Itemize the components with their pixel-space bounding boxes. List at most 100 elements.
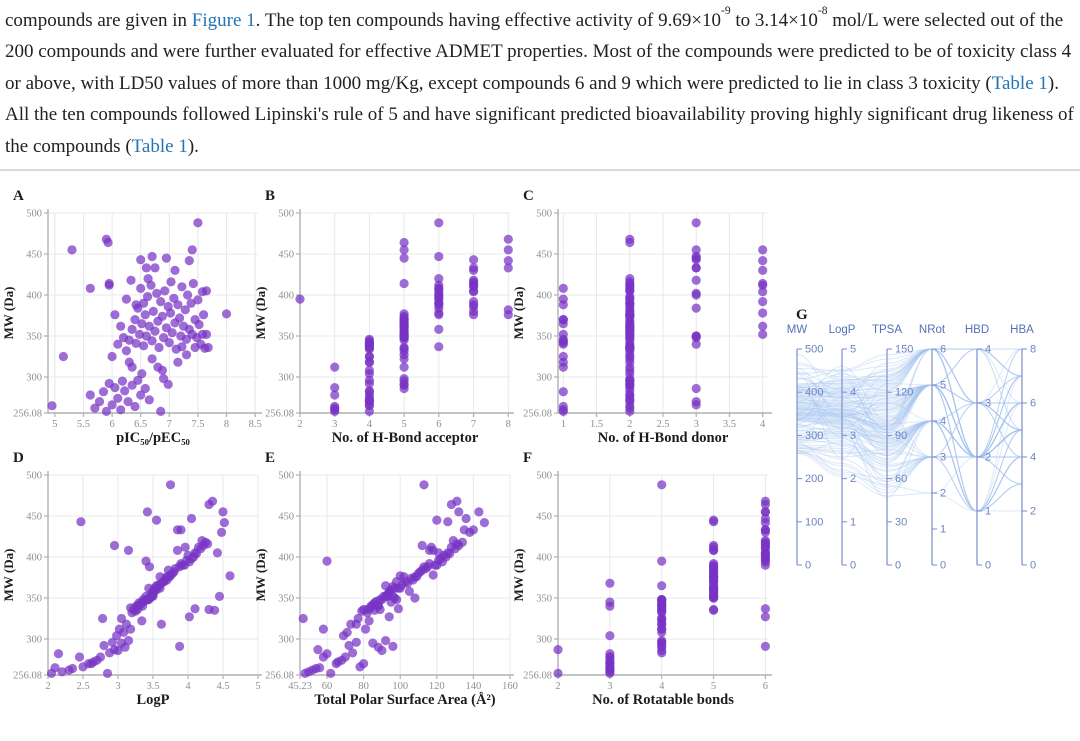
svg-text:256.08: 256.08 xyxy=(523,671,552,682)
svg-text:5: 5 xyxy=(402,419,407,430)
parallel-axis-title: NRot xyxy=(919,324,946,336)
svg-text:2: 2 xyxy=(1030,506,1036,518)
y-axis-title: MW (Da) xyxy=(1,549,16,602)
svg-text:256.08: 256.08 xyxy=(265,409,294,420)
parallel-axis-title: TPSA xyxy=(872,324,902,336)
svg-text:4: 4 xyxy=(985,344,991,356)
svg-text:400: 400 xyxy=(536,291,552,302)
panel-G-parallel-coordinates: 0100200300400500MW012345LogP030609012015… xyxy=(787,307,1036,572)
y-axis-title: MW (Da) xyxy=(1,287,16,340)
parallel-axis-title: MW xyxy=(787,324,808,336)
svg-text:400: 400 xyxy=(278,291,294,302)
svg-text:8: 8 xyxy=(224,419,229,430)
svg-text:7.5: 7.5 xyxy=(191,419,204,430)
svg-text:0: 0 xyxy=(1030,560,1036,572)
svg-text:8.5: 8.5 xyxy=(249,419,262,430)
svg-text:450: 450 xyxy=(26,250,42,261)
section-divider xyxy=(0,169,1080,172)
svg-text:2: 2 xyxy=(985,452,991,464)
svg-text:300: 300 xyxy=(278,635,294,646)
svg-text:500: 500 xyxy=(536,209,552,220)
svg-text:256.08: 256.08 xyxy=(523,409,552,420)
paragraph-text: compounds are given in xyxy=(5,10,192,31)
x-axis-title: pIC₅₀/pEC₅₀ xyxy=(116,430,190,446)
svg-text:2: 2 xyxy=(940,488,946,500)
svg-text:256.08: 256.08 xyxy=(13,409,42,420)
svg-text:2.5: 2.5 xyxy=(656,419,669,430)
svg-text:5: 5 xyxy=(940,380,946,392)
svg-text:4: 4 xyxy=(185,681,191,692)
svg-text:4: 4 xyxy=(1030,452,1036,464)
svg-text:2: 2 xyxy=(627,419,632,430)
svg-text:300: 300 xyxy=(26,373,42,384)
panel-F-scatter-nrot-vs-mw: 2 3 4 5 6 256.08 300 350 400 450 500 F No. of Rotata… xyxy=(511,450,772,708)
svg-text:450: 450 xyxy=(278,512,294,523)
svg-text:200: 200 xyxy=(805,473,823,485)
inline-link[interactable]: Table 1 xyxy=(131,135,188,157)
svg-text:45.23: 45.23 xyxy=(288,681,312,692)
svg-text:80: 80 xyxy=(358,681,369,692)
svg-text:1: 1 xyxy=(561,419,566,430)
svg-text:450: 450 xyxy=(536,250,552,261)
svg-text:30: 30 xyxy=(895,516,907,528)
svg-text:2: 2 xyxy=(45,681,50,692)
svg-text:1: 1 xyxy=(940,524,946,536)
svg-text:5: 5 xyxy=(255,681,260,692)
svg-text:300: 300 xyxy=(536,373,552,384)
inline-link[interactable]: Table 1 xyxy=(991,72,1048,94)
svg-text:500: 500 xyxy=(805,344,823,356)
svg-text:0: 0 xyxy=(940,560,946,572)
svg-text:400: 400 xyxy=(26,291,42,302)
svg-text:450: 450 xyxy=(536,512,552,523)
svg-text:4: 4 xyxy=(760,419,766,430)
y-axis-title: MW (Da) xyxy=(253,287,268,340)
paragraph-text: ). All the ten compounds followed Lipins… xyxy=(5,72,1074,157)
panel-letter: C xyxy=(523,188,534,204)
panel-letter: A xyxy=(13,188,24,204)
svg-text:60: 60 xyxy=(322,681,333,692)
svg-text:400: 400 xyxy=(278,553,294,564)
svg-text:6: 6 xyxy=(1030,398,1036,410)
svg-text:3: 3 xyxy=(607,681,612,692)
svg-text:400: 400 xyxy=(536,553,552,564)
svg-text:4: 4 xyxy=(659,681,665,692)
svg-text:6: 6 xyxy=(763,681,768,692)
y-axis-title: MW (Da) xyxy=(511,287,526,340)
svg-text:0: 0 xyxy=(850,560,856,572)
svg-text:450: 450 xyxy=(278,250,294,261)
svg-text:6: 6 xyxy=(940,344,946,356)
svg-text:6.5: 6.5 xyxy=(134,419,147,430)
svg-text:8: 8 xyxy=(506,419,511,430)
svg-text:120: 120 xyxy=(895,387,913,399)
x-axis-title: LogP xyxy=(136,692,169,708)
svg-text:90: 90 xyxy=(895,430,907,442)
x-axis-title: Total Polar Surface Area (Å²) xyxy=(314,692,495,708)
panel-letter: F xyxy=(523,450,532,466)
svg-text:1: 1 xyxy=(850,516,856,528)
y-axis-title: MW (Da) xyxy=(511,549,526,602)
svg-text:160: 160 xyxy=(502,681,518,692)
parallel-axis-title: LogP xyxy=(829,324,856,336)
svg-text:500: 500 xyxy=(278,471,294,482)
svg-text:4.5: 4.5 xyxy=(216,681,229,692)
svg-text:4: 4 xyxy=(940,416,946,428)
panel-letter: D xyxy=(13,450,24,466)
svg-text:1: 1 xyxy=(985,506,991,518)
inline-link[interactable]: Figure 1 xyxy=(191,10,256,31)
svg-text:6: 6 xyxy=(436,419,441,430)
svg-text:350: 350 xyxy=(278,332,294,343)
svg-text:400: 400 xyxy=(805,387,823,399)
paragraph-text: . The top ten compounds having effective… xyxy=(255,10,722,31)
svg-text:2: 2 xyxy=(555,681,560,692)
svg-text:400: 400 xyxy=(26,553,42,564)
paragraph-text: mol/L were selected out of the 200 compo… xyxy=(5,10,1072,94)
paragraph-text: to 3.14×10 xyxy=(730,10,818,31)
svg-text:4: 4 xyxy=(850,387,856,399)
svg-text:500: 500 xyxy=(26,209,42,220)
svg-text:5: 5 xyxy=(850,344,856,356)
svg-text:1.5: 1.5 xyxy=(590,419,603,430)
svg-text:60: 60 xyxy=(895,473,907,485)
